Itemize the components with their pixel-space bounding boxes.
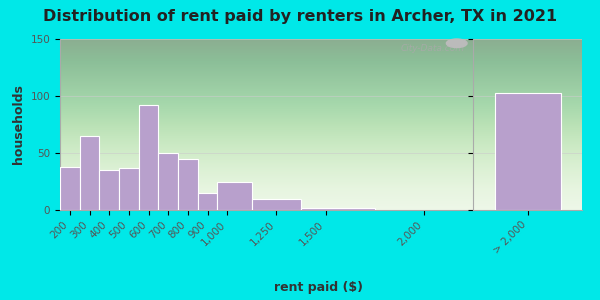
Text: Distribution of rent paid by renters in Archer, TX in 2021: Distribution of rent paid by renters in … xyxy=(43,9,557,24)
Y-axis label: households: households xyxy=(12,85,25,164)
Bar xyxy=(494,93,560,210)
Circle shape xyxy=(446,39,467,48)
Bar xyxy=(178,159,198,210)
Text: City-Data.com: City-Data.com xyxy=(401,44,465,53)
Bar xyxy=(80,136,100,210)
Bar xyxy=(301,208,375,210)
Bar xyxy=(119,168,139,210)
Bar xyxy=(60,167,80,210)
Text: rent paid ($): rent paid ($) xyxy=(274,281,362,294)
Bar xyxy=(217,182,252,210)
Bar xyxy=(252,199,301,210)
Bar xyxy=(100,170,119,210)
Bar xyxy=(198,193,217,210)
Bar xyxy=(139,105,158,210)
Bar xyxy=(158,153,178,210)
